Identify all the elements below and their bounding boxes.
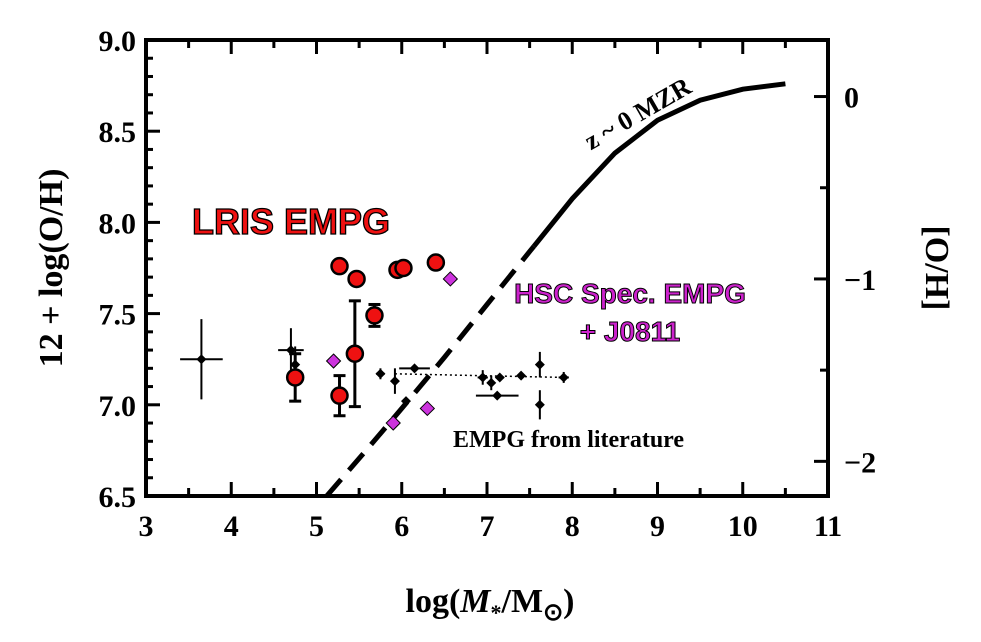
literature-point <box>477 372 488 383</box>
lris-point <box>365 306 384 325</box>
literature-point <box>558 372 569 383</box>
y-axis-title-right: [O/H] <box>918 226 955 311</box>
y-tick-label-right: −1 <box>844 264 876 297</box>
x-tick-label: 5 <box>309 510 324 543</box>
x-tick-label: 11 <box>814 510 842 543</box>
tick-labels: 3 4 5 6 7 8 9 10 11 6.5 7.0 7.5 8.0 8.5 9.0 0 −1 −2 <box>99 25 877 543</box>
x-tick-label: 3 <box>139 510 154 543</box>
x-tick-label: 7 <box>480 510 495 543</box>
lris-label: LRIS EMPG <box>192 201 390 242</box>
literature-point <box>389 376 400 387</box>
mzr-curve <box>324 81 786 498</box>
hsc-series <box>325 271 459 431</box>
hsc-label-line2: + J0811 <box>580 316 680 347</box>
y-tick-label-right: −2 <box>844 446 876 479</box>
x-tick-label: 10 <box>728 510 758 543</box>
mzr-curve-solid <box>531 81 786 248</box>
lris-point <box>426 253 446 272</box>
y-tick-label-left: 7.0 <box>99 390 137 423</box>
literature-series <box>180 319 569 420</box>
hsc-label-line1: HSC Spec. EMPG <box>514 278 746 309</box>
literature-point <box>494 372 505 383</box>
x-axis-title: log(M*/M⊙) <box>406 583 575 626</box>
y-tick-label-left: 8.5 <box>99 116 137 149</box>
hsc-point <box>419 400 436 417</box>
lris-point <box>347 269 366 289</box>
literature-point <box>196 354 207 365</box>
hsc-point <box>442 271 459 287</box>
lris-point <box>285 368 305 387</box>
y-tick-label-right: 0 <box>844 82 859 115</box>
lris-point <box>394 258 413 278</box>
y-tick-label-left: 8.0 <box>99 207 137 240</box>
literature-point <box>534 359 545 370</box>
x-tick-label: 8 <box>565 510 580 543</box>
x-tick-label: 9 <box>650 510 665 543</box>
mzr-label: z ~ 0 MZR <box>579 71 696 155</box>
literature-point <box>486 377 497 388</box>
y-axis-title-left: 12 + log(O/H) <box>33 169 70 368</box>
literature-point <box>375 368 386 379</box>
lris-series <box>285 253 446 418</box>
hsc-point <box>325 353 342 369</box>
literature-point <box>534 399 545 410</box>
lris-point <box>330 256 349 276</box>
x-tick-label: 4 <box>224 510 239 543</box>
x-tick-label: 6 <box>394 510 409 543</box>
plot-frame <box>144 38 830 498</box>
y-tick-label-left: 9.0 <box>99 25 137 58</box>
literature-link-line <box>394 373 564 379</box>
lris-point <box>330 386 349 405</box>
literature-label: EMPG from literature <box>453 427 684 453</box>
literature-point <box>516 370 527 381</box>
mzr-curve-dashed <box>324 244 536 498</box>
literature-point <box>409 363 420 374</box>
literature-point <box>492 390 503 401</box>
literature-point <box>401 396 412 407</box>
hsc-point <box>385 415 401 431</box>
y-tick-label-left: 6.5 <box>99 481 137 514</box>
lris-point <box>345 344 365 363</box>
y-tick-label-left: 7.5 <box>99 299 137 332</box>
